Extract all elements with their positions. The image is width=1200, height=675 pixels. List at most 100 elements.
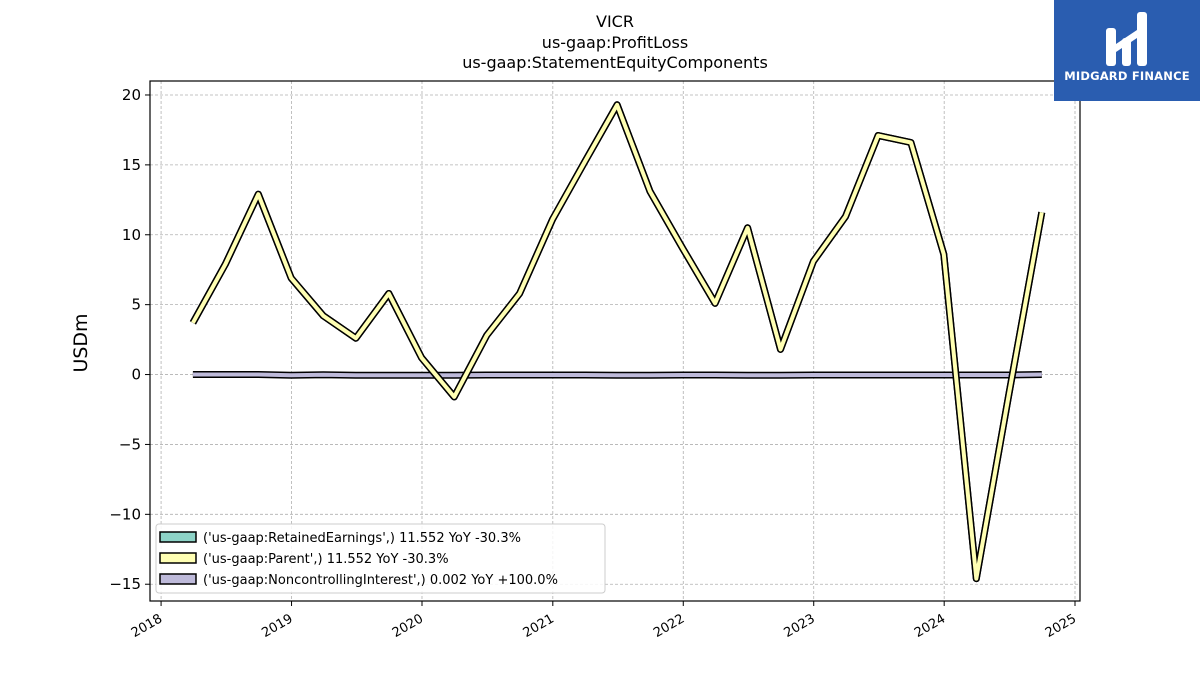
y-tick-label: 10 xyxy=(122,226,141,244)
data-point xyxy=(519,293,520,294)
series-layer xyxy=(189,101,1046,583)
x-tick-label: 2021 xyxy=(521,611,557,641)
x-axis: 2018 2019 2020 2021 2022 2023 2024 2025 xyxy=(129,601,1079,641)
series-line-stroke xyxy=(192,372,1042,378)
data-point xyxy=(192,374,193,375)
data-point xyxy=(943,254,944,255)
data-point xyxy=(258,194,259,195)
legend-label: ('us-gaap:NoncontrollingInterest',) 0.00… xyxy=(203,573,558,588)
y-tick-label: −10 xyxy=(109,505,141,523)
legend-swatch xyxy=(159,573,197,585)
data-point xyxy=(1041,374,1042,375)
data-point xyxy=(650,375,651,376)
data-point xyxy=(323,374,324,375)
data-point xyxy=(355,375,356,376)
data-point xyxy=(454,375,455,376)
y-tick-label: 20 xyxy=(122,86,141,104)
series-line xyxy=(189,101,1046,583)
data-point xyxy=(910,142,911,143)
legend-swatch xyxy=(159,531,197,543)
chart-title-line-2: us-gaap:ProfitLoss xyxy=(542,33,688,52)
data-point xyxy=(225,264,226,265)
legend-label: ('us-gaap:RetainedEarnings',) 11.552 YoY… xyxy=(203,531,521,546)
data-point xyxy=(584,374,585,375)
chart-title-line-3: us-gaap:StatementEquityComponents xyxy=(462,53,768,72)
data-point xyxy=(715,374,716,375)
data-point xyxy=(780,349,781,350)
series-line-outline xyxy=(189,101,1046,583)
chart-title: VICR us-gaap:ProfitLoss us-gaap:Statemen… xyxy=(462,12,768,72)
legend-swatch xyxy=(159,552,197,564)
y-tick-label: 5 xyxy=(131,296,141,314)
data-point xyxy=(878,374,879,375)
data-point xyxy=(192,322,193,323)
y-tick-label: 15 xyxy=(122,156,141,174)
data-point xyxy=(976,578,977,579)
y-tick-label: −5 xyxy=(119,435,141,453)
series-line xyxy=(192,371,1042,379)
data-point xyxy=(845,374,846,375)
data-point xyxy=(878,135,879,136)
data-point xyxy=(486,374,487,375)
data-point xyxy=(650,191,651,192)
data-point xyxy=(715,303,716,304)
x-tick-label: 2019 xyxy=(259,611,295,641)
data-point xyxy=(486,335,487,336)
grid xyxy=(150,81,1080,601)
series-line-stroke xyxy=(191,102,1044,581)
data-point xyxy=(1008,394,1009,395)
x-tick-label: 2024 xyxy=(912,611,948,641)
data-point xyxy=(388,293,389,294)
data-point xyxy=(943,374,944,375)
data-point xyxy=(910,374,911,375)
data-point xyxy=(747,375,748,376)
data-point xyxy=(225,374,226,375)
data-point xyxy=(780,375,781,376)
data-point xyxy=(454,396,455,397)
data-point xyxy=(291,375,292,376)
x-tick-label: 2018 xyxy=(129,611,165,641)
data-point xyxy=(682,374,683,375)
data-point xyxy=(421,357,422,358)
series-line xyxy=(189,101,1046,583)
x-tick-label: 2022 xyxy=(651,611,687,641)
logo-mark-icon xyxy=(1106,12,1147,66)
data-point xyxy=(291,278,292,279)
series-line-outline xyxy=(189,101,1046,583)
x-tick-label: 2020 xyxy=(390,611,426,641)
x-tick-label: 2025 xyxy=(1043,611,1079,641)
data-point xyxy=(258,374,259,375)
legend-item: ('us-gaap:NoncontrollingInterest',) 0.00… xyxy=(159,573,558,588)
data-point xyxy=(421,375,422,376)
data-point xyxy=(519,374,520,375)
legend-box xyxy=(155,523,606,594)
data-point xyxy=(388,375,389,376)
data-point xyxy=(747,227,748,228)
chart-title-line-1: VICR xyxy=(596,12,634,31)
data-point xyxy=(552,219,553,220)
data-point xyxy=(584,162,585,163)
data-point xyxy=(1041,212,1042,213)
data-point xyxy=(552,374,553,375)
series-line-stroke xyxy=(191,102,1044,581)
legend: ('us-gaap:RetainedEarnings',) 11.552 YoY… xyxy=(155,523,606,594)
data-point xyxy=(682,248,683,249)
data-point xyxy=(617,104,618,105)
data-point xyxy=(323,315,324,316)
plot-frame xyxy=(149,80,1081,602)
data-point xyxy=(813,261,814,262)
legend-item: ('us-gaap:Parent',) 11.552 YoY -30.3% xyxy=(159,552,449,567)
legend-label: ('us-gaap:Parent',) 11.552 YoY -30.3% xyxy=(203,552,449,567)
data-point xyxy=(617,375,618,376)
y-axis: 20 15 10 5 0 −5 −10 −15 xyxy=(109,86,150,593)
data-point xyxy=(813,374,814,375)
y-axis-label: USDm xyxy=(70,313,92,372)
x-tick-label: 2023 xyxy=(782,611,818,641)
logo-text: MIDGARD FINANCE xyxy=(1064,69,1190,83)
logo: MIDGARD FINANCE xyxy=(1054,0,1200,101)
legend-item: ('us-gaap:RetainedEarnings',) 11.552 YoY… xyxy=(159,531,521,546)
y-tick-label: −15 xyxy=(109,575,141,593)
data-point xyxy=(976,374,977,375)
data-point xyxy=(355,338,356,339)
